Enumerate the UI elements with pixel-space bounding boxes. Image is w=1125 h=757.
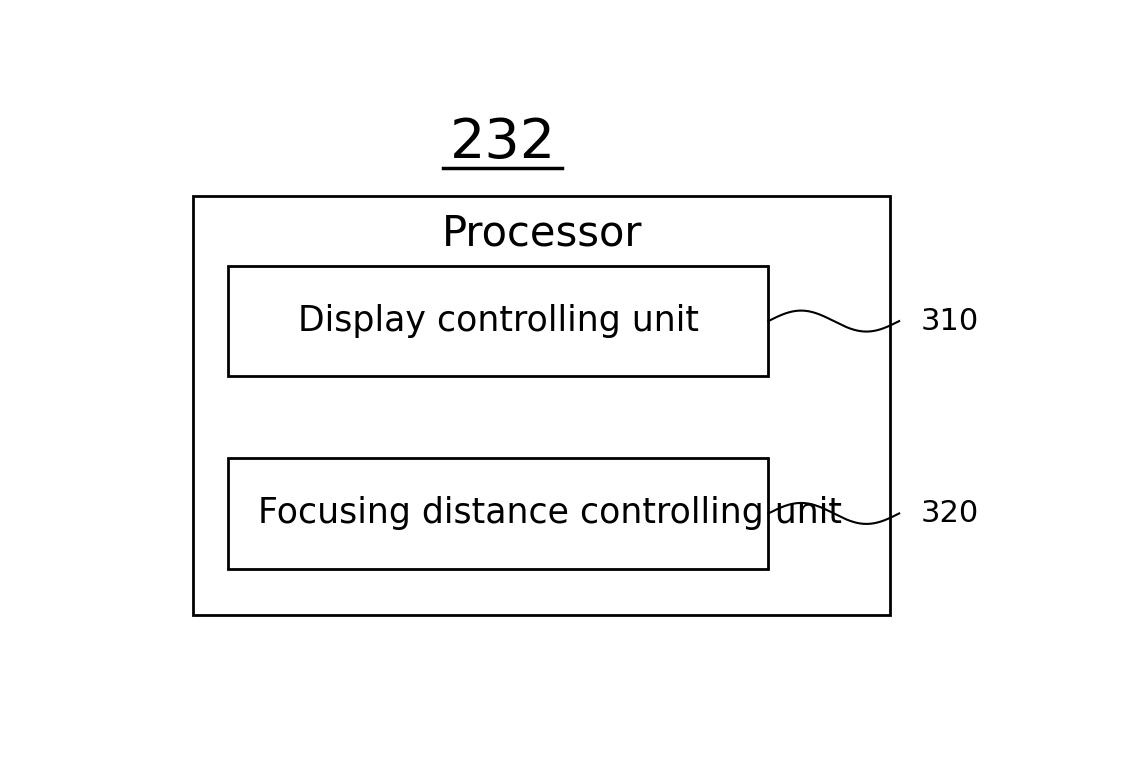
Text: 310: 310 [921,307,979,335]
Bar [193,196,891,615]
Text: Focusing distance controlling unit: Focusing distance controlling unit [259,497,843,531]
Text: 320: 320 [921,499,979,528]
Text: Processor: Processor [441,213,642,254]
Bar [227,458,768,569]
Bar [227,266,768,376]
Text: Display controlling unit: Display controlling unit [298,304,699,338]
Text: 232: 232 [449,117,556,170]
